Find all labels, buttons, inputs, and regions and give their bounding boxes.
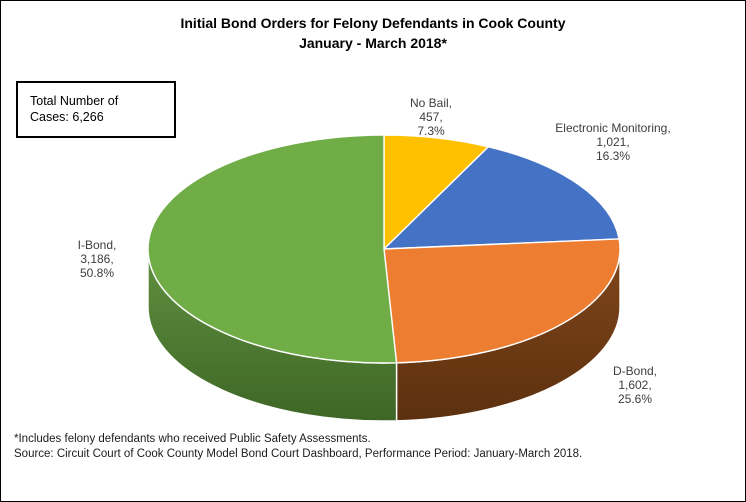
pie-slice-i-bond[interactable] [147,134,398,364]
total-cases-box: Total Number of Cases: 6,266 [16,81,176,138]
slice-label-no-bail: No Bail, 457, 7.3% [321,96,541,138]
slice-label-line: 457, [419,110,443,124]
slice-label-line: 3,186, [80,252,114,266]
pie-slice-no-bail[interactable] [383,134,490,250]
footnote-asterisk: *Includes felony defendants who received… [14,433,371,445]
slice-label-line: Electronic Monitoring, [555,121,671,135]
total-cases-text: Total Number of Cases: 6,266 [30,94,119,124]
footnote-source: Source: Circuit Court of Cook County Mod… [14,448,583,460]
chart-title: Initial Bond Orders for Felony Defendant… [1,13,745,53]
slice-label-line: D-Bond, [612,364,658,378]
slice-label-line: I-Bond, [77,238,117,252]
pie-slice-d-bond[interactable] [383,238,621,364]
slice-label-line: 7.3% [417,124,445,138]
chart-title-line1: Initial Bond Orders for Felony Defendant… [180,15,566,31]
footnotes: *Includes felony defendants who received… [14,432,582,462]
slice-label-line: 1,021, [596,135,630,149]
slice-label-line: 1,602, [618,378,652,392]
slice-label-i-bond: I-Bond, 3,186, 50.8% [1,238,207,280]
slice-label-line: 25.6% [617,392,653,406]
slice-label-d-bond: D-Bond, 1,602, 25.6% [525,364,745,406]
slice-label-line: 50.8% [79,266,115,280]
slice-label-electronic-monitoring: Electronic Monitoring, 1,021, 16.3% [503,121,723,163]
chart-title-line2: January - March 2018* [299,35,447,51]
slice-label-line: No Bail, [409,96,453,110]
pie-slice-electronic-monitoring[interactable] [383,146,620,250]
slice-label-line: 16.3% [595,149,631,163]
